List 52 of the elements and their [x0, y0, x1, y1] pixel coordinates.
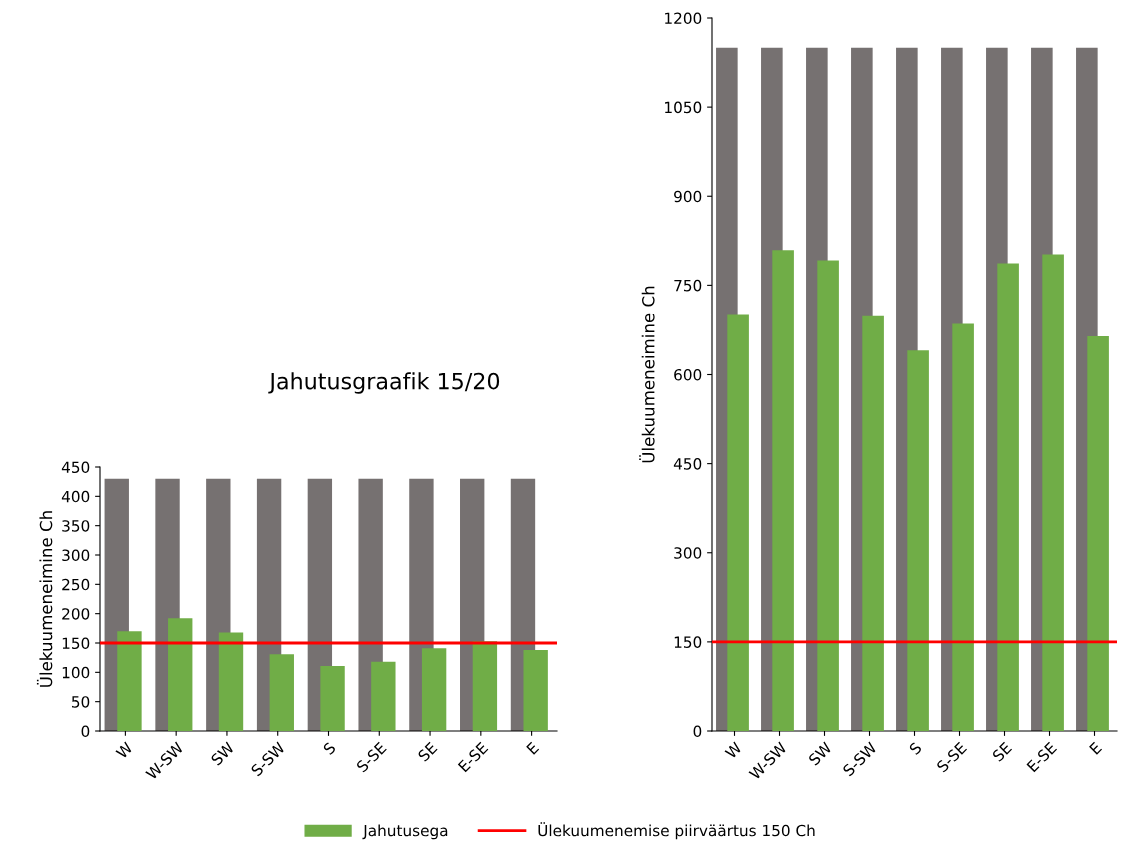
legend-label: Ülekuumenemise piirväärtus 150 Ch	[538, 822, 815, 840]
bar	[117, 631, 142, 731]
bar	[523, 650, 548, 731]
x-tick-label: W	[115, 741, 134, 760]
bar	[1087, 335, 1109, 731]
y-tick-label: 600	[674, 368, 702, 381]
legend-label: Jahutusega	[362, 824, 448, 840]
x-tick-label: S	[322, 741, 337, 756]
x-tick-label: SE	[991, 741, 1013, 763]
bar	[371, 661, 396, 731]
y-tick-label: 750	[674, 279, 702, 292]
bar	[269, 654, 294, 731]
x-tick-label: S	[908, 741, 923, 756]
bar	[472, 641, 498, 731]
x-tick-label: SW	[807, 741, 833, 766]
bar	[320, 665, 345, 731]
bar	[772, 250, 794, 731]
y-axis-title: Ülekuumeneimine Ch	[36, 511, 53, 687]
y-tick-label: 100	[62, 666, 90, 679]
bar	[997, 263, 1019, 731]
x-tick-label: SE	[417, 741, 438, 763]
bar	[168, 618, 193, 731]
y-tick-label: 200	[62, 608, 90, 620]
y-tick-label: 1200	[665, 12, 702, 25]
bar	[817, 260, 839, 731]
y-tick-label: 300	[674, 547, 702, 559]
bar	[952, 323, 974, 731]
y-tick-label: 0	[693, 725, 702, 738]
bar	[421, 648, 447, 731]
y-tick-label: 250	[62, 578, 90, 591]
x-tick-label: SW	[210, 741, 235, 766]
y-tick-label: 0	[81, 725, 90, 738]
y-tick-label: 300	[62, 549, 90, 562]
bar	[907, 350, 929, 731]
bar	[862, 315, 884, 731]
bar	[218, 632, 244, 731]
y-tick-label: 1050	[665, 101, 702, 114]
y-axis-title: Ülekuumeneimine Ch	[639, 286, 655, 463]
y-tick-label: 450	[61, 461, 90, 474]
y-tick-label: 50	[72, 696, 90, 708]
y-tick-label: 400	[61, 490, 90, 503]
x-tick-label: E	[526, 741, 540, 755]
bar	[1042, 254, 1064, 731]
x-tick-label: W	[724, 741, 743, 760]
y-tick-label: 450	[673, 458, 702, 470]
x-tick-label: E	[1089, 741, 1103, 755]
y-tick-label: 900	[674, 190, 702, 203]
bar	[727, 314, 749, 731]
y-tick-label: 350	[62, 520, 90, 532]
chart-title: Jahutusgraafik 15/20	[268, 372, 500, 394]
y-tick-label: 150	[674, 636, 702, 648]
y-tick-label: 150	[62, 637, 90, 650]
